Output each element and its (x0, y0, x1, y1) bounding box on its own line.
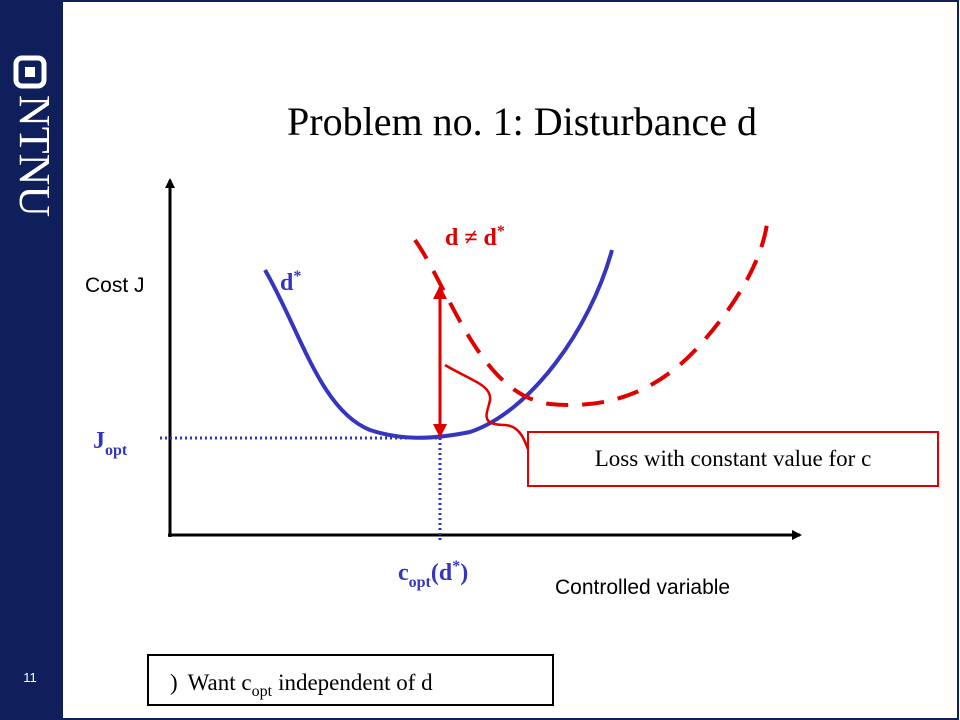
conclusion-box (147, 654, 554, 706)
curve-label-disturbed: d ≠ d* (445, 223, 505, 251)
loss-pointer (444, 363, 532, 456)
y-axis-label: Cost J (85, 274, 145, 297)
label-sup: * (293, 268, 301, 285)
label-sub: opt (105, 442, 128, 459)
page-number: 11 (23, 670, 37, 685)
slide-border (61, 0, 959, 720)
label-sub: opt (409, 574, 432, 591)
sidebar (0, 0, 62, 720)
logo-text: NTNU (10, 95, 59, 217)
label-base: d (280, 270, 294, 296)
curve-label-nominal: d* (280, 268, 301, 296)
conclusion-text2: independent of d (278, 670, 433, 695)
label-base: J (93, 428, 105, 454)
label-middle: (d (431, 560, 453, 586)
c-opt-label: copt(d*) (398, 558, 468, 591)
conclusion-text1: Want c (188, 670, 252, 695)
label-base: d ≠ d (445, 225, 498, 251)
cost-curve-nominal (263, 249, 614, 440)
label-sup: * (497, 223, 505, 240)
j-opt-label: Jopt (93, 428, 128, 459)
title: Problem no. 1: Disturbance d (287, 99, 757, 144)
loss-box-text: Loss with constant value for c (595, 446, 872, 471)
conclusion-prefix: ) (170, 670, 178, 695)
conclusion-sub: opt (252, 683, 273, 700)
x-axis-label: Controlled variable (555, 576, 730, 599)
loss-box (527, 431, 939, 487)
logo-icon (13, 55, 47, 89)
label-sup: * (452, 558, 460, 575)
logo-icon-inner (25, 67, 35, 77)
conclusion-text: ) Want copt independent of d (170, 670, 433, 700)
label-end: ) (460, 560, 468, 586)
label-base: c (398, 560, 409, 586)
